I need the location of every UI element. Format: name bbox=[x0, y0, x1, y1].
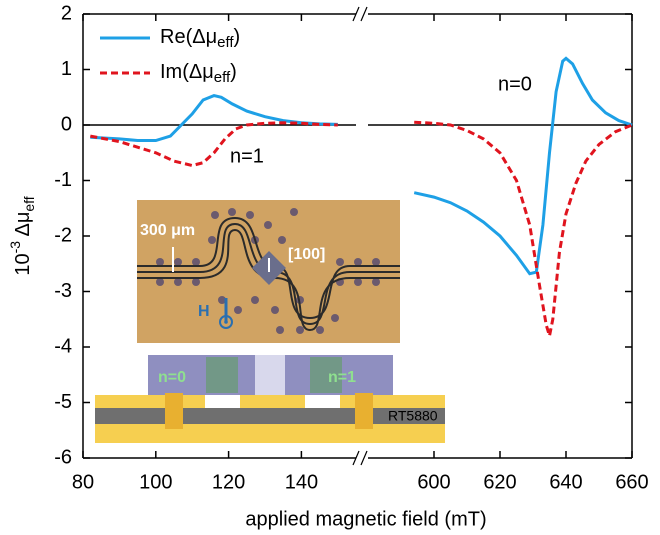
inset-cross-section bbox=[95, 355, 445, 443]
y-axis-label: 10-3 Δμeff bbox=[7, 196, 37, 275]
y-tick-label: 1 bbox=[61, 58, 72, 80]
y-tick-label: -6 bbox=[54, 446, 72, 468]
x-tick-label: 100 bbox=[139, 471, 172, 493]
y-label-part: 10 bbox=[12, 253, 34, 275]
annotation: n=0 bbox=[498, 73, 532, 95]
y-label-part: -3 bbox=[7, 241, 23, 254]
x-tick-label: 80 bbox=[72, 471, 94, 493]
x-tick-label: 620 bbox=[483, 471, 516, 493]
legend-label-part: ) bbox=[234, 26, 241, 48]
x-tick-label: 640 bbox=[549, 471, 582, 493]
y-tick-label: -4 bbox=[54, 335, 72, 357]
y-label-part: Δμ bbox=[12, 212, 34, 241]
series-line bbox=[90, 120, 633, 337]
inset-label: H bbox=[198, 303, 210, 320]
legend-label-part: Re(Δμ bbox=[160, 26, 217, 48]
axis-break bbox=[352, 450, 360, 466]
inset-photo bbox=[137, 200, 400, 343]
legend-label: Im(Δμeff) bbox=[160, 61, 237, 86]
legend-label-part: ) bbox=[230, 61, 237, 83]
inset-label: n=1 bbox=[328, 369, 356, 386]
annotation: n=1 bbox=[230, 145, 264, 167]
x-tick-label: 660 bbox=[615, 471, 648, 493]
y-tick-label: -5 bbox=[54, 391, 72, 413]
y-label-part: eff bbox=[21, 196, 37, 211]
axis-break bbox=[360, 450, 368, 466]
axis-break bbox=[352, 6, 360, 22]
axis-break bbox=[360, 6, 368, 22]
inset-label: RT5880 bbox=[388, 408, 438, 424]
x-tick-label: 140 bbox=[285, 471, 318, 493]
inset-label: 300 μm bbox=[140, 222, 195, 239]
y-tick-label: -1 bbox=[54, 169, 72, 191]
y-tick-label: 0 bbox=[61, 113, 72, 135]
x-tick-label: 600 bbox=[417, 471, 450, 493]
legend-label-part: Im(Δμ bbox=[160, 61, 214, 83]
inset-label: [100] bbox=[288, 246, 325, 263]
y-tick-label: 2 bbox=[61, 2, 72, 24]
x-axis-label: applied magnetic field (mT) bbox=[245, 508, 486, 530]
legend-label-part: eff bbox=[214, 69, 231, 86]
legend-label: Re(Δμeff) bbox=[160, 26, 240, 51]
x-tick-label: 120 bbox=[212, 471, 245, 493]
inset-label: n=0 bbox=[158, 369, 186, 386]
series-line bbox=[90, 56, 633, 276]
y-tick-label: -3 bbox=[54, 280, 72, 302]
legend-label-part: eff bbox=[217, 34, 234, 51]
y-tick-label: -2 bbox=[54, 224, 72, 246]
